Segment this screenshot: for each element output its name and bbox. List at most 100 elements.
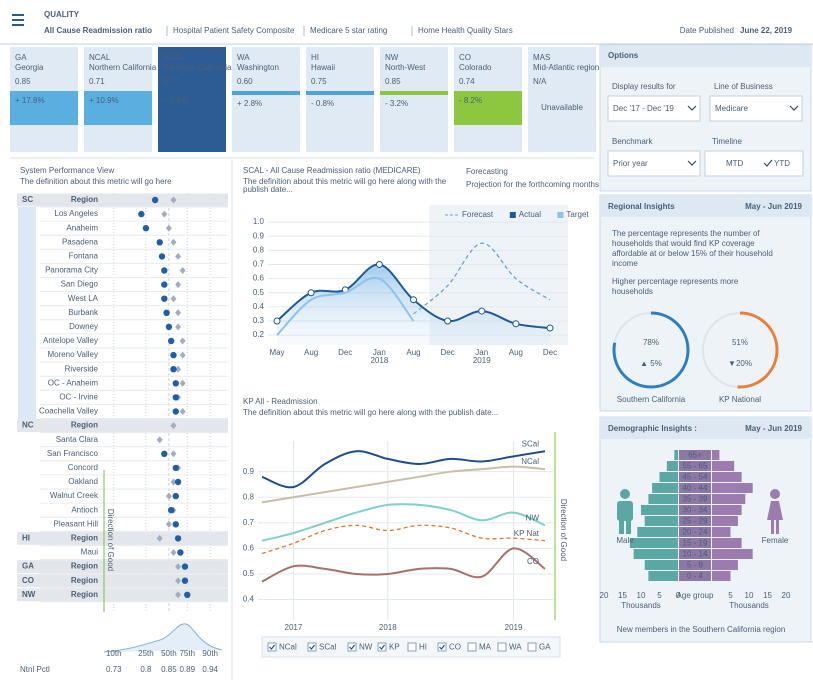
benchmark-marker (175, 252, 182, 260)
filter-label[interactable]: CO (449, 643, 461, 652)
point (512, 320, 520, 328)
kpi-card[interactable] (528, 47, 596, 152)
dropdown-value: Medicare (715, 104, 748, 113)
card-region: Southern California (163, 63, 232, 72)
row-label: San Francisco (47, 449, 99, 458)
forecast-title: Forecasting (466, 167, 508, 176)
group-code: HI (22, 534, 30, 543)
age-box (679, 516, 711, 526)
check (309, 644, 315, 650)
card-region: Mid-Atlantic region (533, 63, 599, 72)
card-change-box (10, 91, 78, 125)
card-change: - 3.2% (385, 99, 408, 108)
age-box (679, 450, 711, 460)
benchmark-marker (179, 408, 186, 415)
filter-label[interactable]: HI (419, 643, 427, 652)
dropdown[interactable] (607, 150, 701, 177)
group-code: SC (22, 195, 33, 204)
group-code: CO (22, 576, 34, 585)
card-region: Hawaii (311, 63, 335, 72)
kpi-card[interactable] (380, 47, 448, 152)
percentile-label: 10th (106, 649, 122, 658)
checkbox[interactable] (347, 642, 357, 652)
filter-label[interactable]: GA (539, 643, 551, 652)
card-change: + 7.8% (163, 96, 188, 105)
filter-label[interactable]: SCal (319, 643, 337, 652)
checkbox[interactable] (437, 642, 447, 652)
row-label: Coachella Valley (39, 407, 98, 416)
demographic-header (600, 417, 811, 439)
value-dot (172, 394, 179, 401)
x-tick-label: Aug (304, 348, 318, 357)
male-bar (659, 472, 678, 482)
benchmark-marker (170, 478, 177, 486)
timeline-option[interactable]: MTD (726, 159, 744, 168)
card-region: North-West (385, 63, 426, 72)
filter-label[interactable]: MA (479, 643, 492, 652)
y-tick-label: 0.8 (243, 492, 255, 501)
benchmark-marker (170, 295, 177, 303)
filter-label[interactable]: KP (389, 643, 400, 652)
percentile-label: 75th (179, 649, 195, 658)
checkbox[interactable] (467, 642, 477, 652)
menu-icon[interactable] (12, 14, 24, 26)
kpi-card[interactable] (232, 47, 300, 152)
card-value: N/A (533, 77, 547, 86)
checkbox[interactable] (407, 642, 417, 652)
panel-title: System Performance View (20, 166, 114, 175)
filter-label[interactable]: NCal (279, 643, 297, 652)
panel-title: Regional Insights (608, 202, 675, 211)
x-tick-label: 0.73 (106, 665, 122, 674)
checkbox[interactable] (377, 642, 387, 652)
line (261, 524, 546, 555)
field-label: Line of Business (714, 82, 773, 91)
age-box (679, 505, 711, 515)
filter-label[interactable]: WA (509, 643, 522, 652)
age-label: 45 - 54 (683, 473, 708, 482)
checkbox[interactable] (307, 642, 317, 652)
card-change: Unavailable (541, 103, 583, 112)
tab[interactable]: Hospital Patient Safety Composite (173, 26, 295, 35)
benchmark-marker (161, 210, 168, 218)
female-bar (712, 472, 742, 482)
dropdown[interactable] (607, 95, 701, 122)
point (410, 296, 417, 304)
gauge-label: Southern California (617, 395, 686, 404)
direction-label: Direction of Good (559, 499, 568, 561)
tab[interactable]: Medicare 5 star rating (310, 26, 387, 35)
axis-label: Age group (677, 591, 714, 600)
group-row (17, 588, 228, 602)
card-code: MAS (533, 53, 550, 62)
card-code: NW (385, 53, 399, 62)
card-region: Colorado (459, 63, 492, 72)
regional-panel (599, 194, 812, 412)
value-dot (184, 591, 191, 598)
checkbox[interactable] (527, 642, 537, 652)
gauge-value: 51% (732, 338, 748, 347)
row-label: Oakland (68, 477, 98, 486)
tab[interactable]: Home Health Quality Stars (418, 26, 513, 35)
filter-label[interactable]: NW (359, 643, 373, 652)
tab[interactable]: All Cause Readmission ratio (44, 26, 152, 35)
x-tick-label: 15 (618, 591, 627, 600)
kpi-card[interactable] (306, 47, 374, 152)
value-dot (156, 239, 163, 246)
timeline-toggle[interactable] (704, 150, 804, 177)
dropdown[interactable] (709, 95, 803, 122)
density-curve (103, 623, 223, 653)
header-bar (0, 0, 813, 44)
check (439, 644, 445, 650)
female-bar (712, 560, 738, 570)
legend-label: Target (566, 210, 589, 219)
panel-subtitle: The definition about this metric will go… (20, 177, 172, 186)
group-row (17, 560, 228, 574)
timeline-option[interactable]: YTD (774, 159, 790, 168)
checkbox[interactable] (497, 642, 507, 652)
row-label: Panorama City (45, 266, 98, 275)
insight-text: households (612, 287, 653, 296)
value-dot (167, 507, 175, 514)
y-tick-label: 0.6 (243, 544, 255, 553)
value-dot (167, 337, 175, 345)
field-label: Timeline (712, 137, 742, 146)
checkbox[interactable] (267, 642, 277, 652)
